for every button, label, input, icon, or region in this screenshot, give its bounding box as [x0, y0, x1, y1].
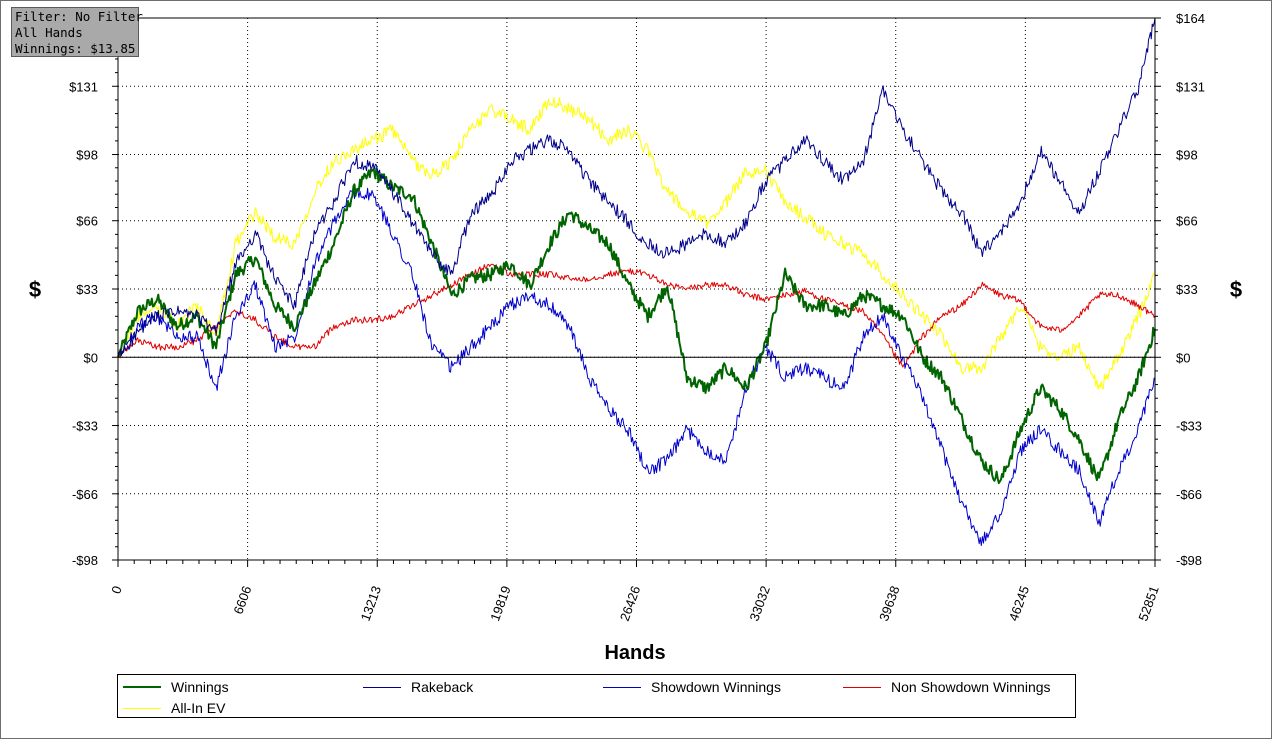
x-axis-title: Hands	[604, 642, 665, 664]
legend-item-all-in-ev: All-In EV	[123, 699, 225, 717]
legend-label: Non Showdown Winnings	[891, 679, 1051, 695]
series-line-rakeback	[117, 17, 1156, 358]
legend-swatch	[123, 707, 161, 709]
y-tick-label: $98	[76, 148, 98, 163]
y-tick-label: $131	[1176, 79, 1205, 94]
y-tick-label: $33	[1176, 282, 1198, 297]
x-tick-label: 46245	[1006, 584, 1032, 623]
legend-swatch	[363, 686, 401, 688]
y-tick-label: $33	[76, 282, 98, 297]
y-axis-left: -$98-$66-$33$0$33$66$98$131$164	[69, 11, 118, 568]
legend-item-rakeback: Rakeback	[363, 678, 473, 696]
y-axis-right: -$98 -$66 -$33 $0 $33 $66 $98 $131 $164	[1155, 11, 1205, 568]
y-axis-title-left: $	[29, 277, 41, 302]
y-tick-label: $66	[76, 214, 98, 229]
x-tick-label: 6606	[230, 584, 254, 616]
legend-item-non-showdown-winnings: Non Showdown Winnings	[843, 678, 1051, 696]
legend-item-showdown-winnings: Showdown Winnings	[603, 678, 781, 696]
filter-info-box: Filter: No Filter All Hands Winnings: $1…	[11, 7, 143, 57]
series-line-non-showdown-winnings	[117, 263, 1156, 368]
winnings-label: Winnings: $13.85	[15, 41, 136, 56]
y-tick-label: $0	[84, 350, 98, 365]
x-tick-label: 0	[108, 584, 125, 596]
y-tick-label: -$66	[1176, 487, 1202, 502]
chart-legend: Winnings Rakeback Showdown Winnings Non Sho…	[117, 674, 1076, 718]
x-tick-label: 19819	[487, 584, 513, 623]
grid-lines	[117, 17, 1156, 561]
y-axis-title-right: $	[1230, 277, 1242, 302]
series-layer	[117, 17, 1156, 546]
legend-label: All-In EV	[171, 700, 226, 716]
x-tick-label: 33032	[746, 584, 772, 623]
x-axis: 0 6606 13213 19819 26426 33032 39638 46245 52851	[108, 560, 1162, 623]
y-tick-label: $98	[1176, 148, 1198, 163]
series-line-all-in-ev	[117, 96, 1156, 390]
y-tick-label: -$33	[1176, 419, 1202, 434]
x-tick-label: 39638	[876, 584, 902, 623]
legend-label: Rakeback	[411, 679, 474, 695]
series-line-showdown-winnings	[117, 186, 1156, 546]
y-tick-label: -$98	[72, 553, 98, 568]
y-tick-label: -$33	[72, 419, 98, 434]
y-tick-label: $0	[1176, 350, 1190, 365]
legend-swatch	[603, 686, 641, 688]
series-line-winnings	[117, 167, 1156, 485]
legend-item-winnings: Winnings	[123, 678, 229, 696]
x-tick-label: 26426	[617, 584, 643, 623]
y-tick-label: $164	[1176, 11, 1205, 26]
x-tick-label: 13213	[358, 584, 384, 623]
legend-swatch	[123, 686, 161, 688]
legend-label: Showdown Winnings	[651, 679, 781, 695]
hands-label: All Hands	[15, 25, 83, 40]
filter-label: Filter: No Filter	[15, 9, 143, 24]
x-tick-label: 52851	[1135, 584, 1161, 623]
legend-label: Winnings	[171, 679, 229, 695]
y-tick-label: $131	[69, 79, 98, 94]
y-tick-label: $66	[1176, 214, 1198, 229]
legend-swatch	[843, 686, 881, 688]
y-tick-label: -$66	[72, 487, 98, 502]
plot-border	[117, 17, 1156, 561]
y-tick-label: -$98	[1176, 553, 1202, 568]
